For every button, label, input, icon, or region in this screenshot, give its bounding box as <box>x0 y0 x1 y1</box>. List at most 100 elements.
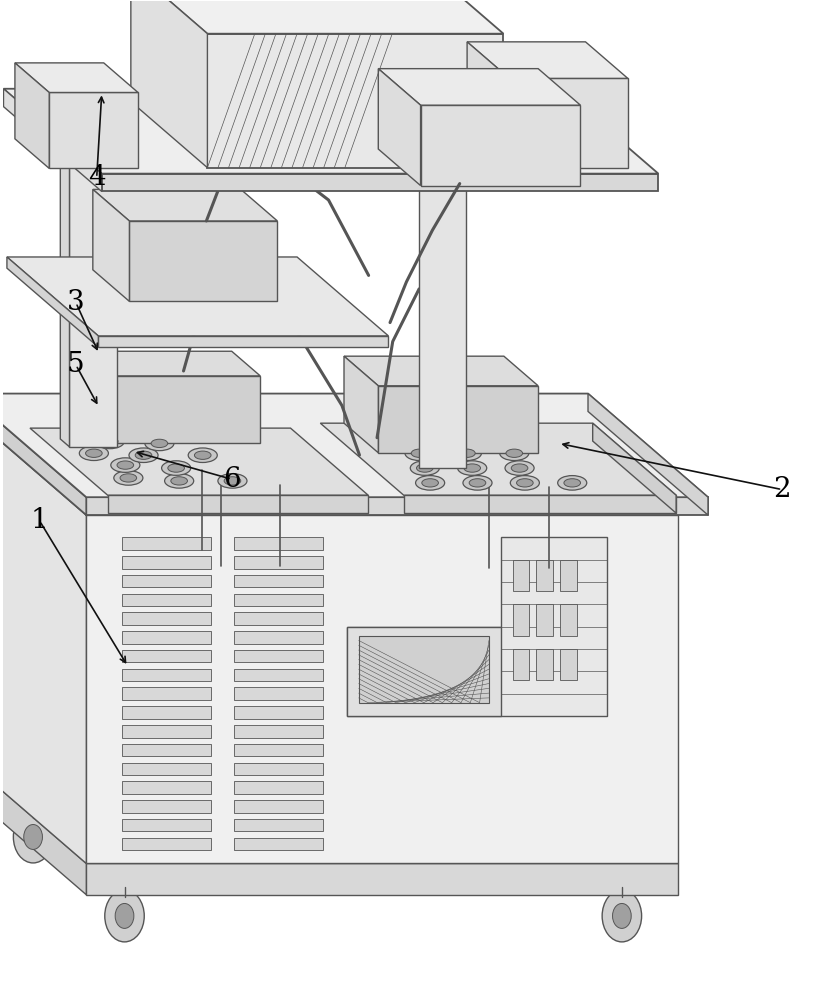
Ellipse shape <box>521 825 540 849</box>
Polygon shape <box>234 706 323 719</box>
Ellipse shape <box>224 477 241 485</box>
Ellipse shape <box>613 903 631 928</box>
Polygon shape <box>320 423 676 495</box>
Polygon shape <box>122 594 211 606</box>
Polygon shape <box>378 386 538 453</box>
Ellipse shape <box>464 464 480 472</box>
Ellipse shape <box>457 461 487 475</box>
Polygon shape <box>536 649 553 680</box>
Polygon shape <box>108 495 368 513</box>
Polygon shape <box>513 649 529 680</box>
Polygon shape <box>234 725 323 738</box>
Text: 1: 1 <box>31 507 49 534</box>
Polygon shape <box>234 763 323 775</box>
Ellipse shape <box>564 479 581 487</box>
Polygon shape <box>234 819 323 831</box>
Polygon shape <box>513 560 529 591</box>
Polygon shape <box>359 636 489 703</box>
Polygon shape <box>122 838 211 850</box>
Polygon shape <box>421 105 581 186</box>
Polygon shape <box>122 763 211 775</box>
Ellipse shape <box>194 451 211 459</box>
Polygon shape <box>0 416 678 515</box>
Polygon shape <box>234 838 323 850</box>
Ellipse shape <box>463 476 492 490</box>
Polygon shape <box>347 627 501 716</box>
Ellipse shape <box>511 464 528 472</box>
Polygon shape <box>122 800 211 813</box>
Text: 5: 5 <box>67 351 84 378</box>
Polygon shape <box>208 34 504 168</box>
Polygon shape <box>122 781 211 794</box>
Polygon shape <box>86 863 678 895</box>
Polygon shape <box>122 575 211 587</box>
Polygon shape <box>344 356 378 453</box>
Polygon shape <box>131 0 504 34</box>
Polygon shape <box>107 376 261 443</box>
Polygon shape <box>3 89 658 174</box>
Polygon shape <box>122 631 211 644</box>
Text: 6: 6 <box>223 466 241 493</box>
Polygon shape <box>122 650 211 662</box>
Polygon shape <box>49 92 138 168</box>
Polygon shape <box>536 604 553 636</box>
Ellipse shape <box>452 446 481 461</box>
Polygon shape <box>467 42 509 168</box>
Ellipse shape <box>95 434 124 449</box>
Polygon shape <box>102 174 658 191</box>
Ellipse shape <box>114 471 143 485</box>
Ellipse shape <box>189 448 218 463</box>
Ellipse shape <box>168 464 184 472</box>
Polygon shape <box>347 537 607 716</box>
Polygon shape <box>234 687 323 700</box>
Ellipse shape <box>422 479 438 487</box>
Polygon shape <box>344 356 538 386</box>
Polygon shape <box>122 687 211 700</box>
Polygon shape <box>0 765 678 863</box>
Polygon shape <box>15 63 138 92</box>
Polygon shape <box>0 394 708 497</box>
Polygon shape <box>129 221 277 301</box>
Polygon shape <box>7 257 389 336</box>
Polygon shape <box>234 631 323 644</box>
Ellipse shape <box>557 476 587 490</box>
Polygon shape <box>0 416 86 863</box>
Polygon shape <box>467 42 628 78</box>
Polygon shape <box>7 257 98 347</box>
Polygon shape <box>234 556 323 569</box>
Ellipse shape <box>505 461 534 475</box>
Ellipse shape <box>500 446 528 461</box>
Polygon shape <box>560 604 576 636</box>
Polygon shape <box>60 117 117 125</box>
Polygon shape <box>234 781 323 794</box>
Ellipse shape <box>416 476 445 490</box>
Ellipse shape <box>117 461 134 469</box>
Polygon shape <box>69 125 117 447</box>
Polygon shape <box>78 351 107 443</box>
Ellipse shape <box>115 903 134 928</box>
Polygon shape <box>122 612 211 625</box>
Polygon shape <box>513 604 529 636</box>
Polygon shape <box>60 117 69 447</box>
Polygon shape <box>509 78 628 168</box>
Ellipse shape <box>469 479 485 487</box>
Ellipse shape <box>410 461 439 475</box>
Polygon shape <box>122 556 211 569</box>
Ellipse shape <box>24 825 42 849</box>
Text: 4: 4 <box>88 164 106 191</box>
Polygon shape <box>86 515 678 863</box>
Text: 2: 2 <box>773 476 791 503</box>
Polygon shape <box>234 612 323 625</box>
Ellipse shape <box>105 890 144 942</box>
Polygon shape <box>419 146 466 468</box>
Polygon shape <box>234 800 323 813</box>
Ellipse shape <box>85 449 103 457</box>
Polygon shape <box>30 428 368 495</box>
Polygon shape <box>378 69 581 105</box>
Ellipse shape <box>161 461 191 475</box>
Ellipse shape <box>218 474 247 488</box>
Polygon shape <box>3 89 102 191</box>
Polygon shape <box>234 744 323 756</box>
Polygon shape <box>122 706 211 719</box>
Ellipse shape <box>417 464 433 472</box>
